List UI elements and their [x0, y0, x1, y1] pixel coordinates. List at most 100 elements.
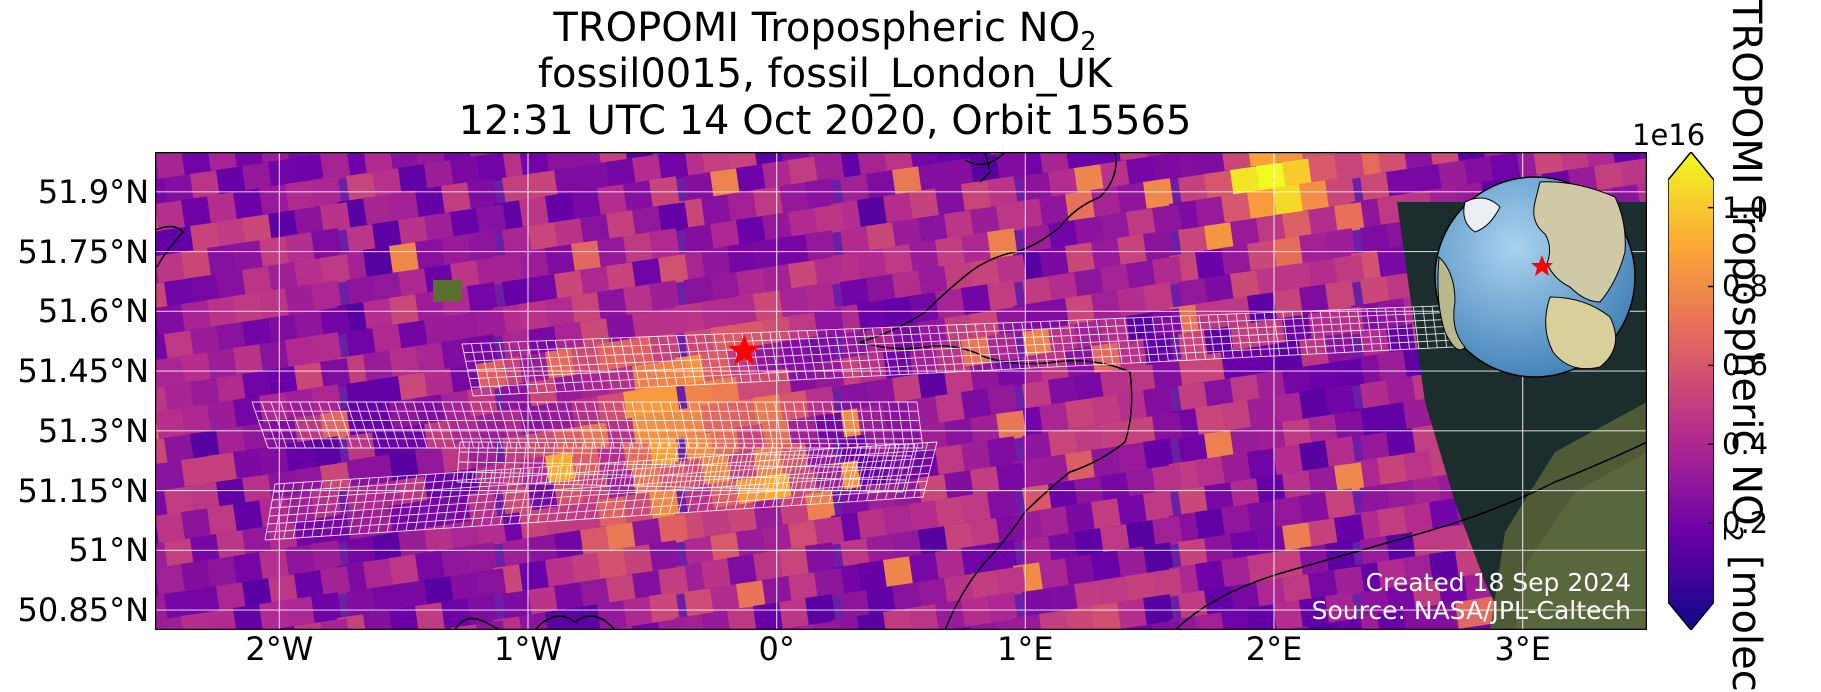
- no2-pixel: [155, 304, 186, 335]
- no2-pixel: [268, 574, 299, 605]
- swath-line: [508, 401, 522, 449]
- no2-pixel: [1282, 366, 1313, 397]
- no2-pixel: [181, 352, 212, 383]
- source-credit: Source: NASA/JPL-Caltech: [1311, 596, 1631, 625]
- swath-line: [457, 471, 907, 481]
- no2-pixel: [1386, 532, 1417, 563]
- no2-pixel: [727, 242, 758, 273]
- swath-line: [774, 401, 784, 449]
- no2-pixel: [753, 550, 784, 581]
- no2-pixel: [441, 338, 472, 369]
- no2-pixel: [519, 508, 550, 539]
- no2-pixel: [259, 600, 290, 630]
- no2-pixel: [1386, 584, 1417, 615]
- swath-grid: [456, 441, 916, 493]
- no2-pixel: [1437, 576, 1469, 607]
- no2-pixel: [1195, 404, 1226, 435]
- no2-pixel: [1039, 610, 1070, 630]
- no2-pixel: [268, 366, 299, 397]
- no2-pixel: [632, 258, 663, 289]
- no2-pixel: [441, 598, 472, 629]
- no2-pixel: [1204, 170, 1235, 201]
- no2-pixel: [1299, 284, 1330, 315]
- no2-pixel: [1126, 208, 1157, 239]
- no2-pixel: [1195, 456, 1226, 487]
- no2-pixel: [346, 276, 377, 307]
- no2-pixel: [1117, 390, 1148, 421]
- no2-pixel: [1360, 432, 1391, 463]
- no2-pixel: [944, 262, 975, 293]
- no2-pixel: [788, 260, 819, 291]
- no2-pixel: [597, 496, 628, 527]
- no2-pixel: [987, 540, 1018, 571]
- no2-pixel: [753, 602, 784, 630]
- swath-line: [793, 401, 802, 449]
- no2-pixel: [1100, 264, 1131, 295]
- no2-pixel: [1065, 502, 1096, 533]
- no2-pixel: [701, 246, 732, 277]
- no2-pixel: [155, 512, 186, 543]
- no2-pixel: [284, 180, 316, 211]
- no2-pixel: [190, 430, 221, 461]
- swath-line: [489, 401, 503, 449]
- no2-pixel: [164, 330, 195, 361]
- no2-pixel: [658, 306, 689, 337]
- no2-pixel: [1333, 254, 1365, 285]
- no2-pixel: [892, 530, 923, 561]
- no2-pixel: [1585, 152, 1616, 167]
- no2-pixel: [805, 178, 836, 209]
- swath-footprints: [251, 303, 1494, 541]
- no2-pixel: [259, 392, 290, 423]
- no2-pixel: [1324, 592, 1356, 623]
- no2-pixel: [1039, 194, 1070, 225]
- no2-pixel: [580, 578, 611, 609]
- no2-pixel: [528, 274, 559, 305]
- no2-pixel: [216, 478, 247, 509]
- no2-pixel: [710, 584, 741, 615]
- no2-pixel: [1152, 256, 1183, 287]
- no2-pixel: [1256, 526, 1287, 557]
- no2-pixel: [268, 262, 299, 293]
- no2-pixel: [892, 582, 923, 613]
- no2-pixel: [649, 540, 680, 571]
- no2-pixel: [207, 348, 238, 379]
- no2-pixel: [1074, 528, 1105, 559]
- swath-line: [289, 401, 306, 449]
- no2-pixel: [1429, 550, 1460, 581]
- no2-pixel: [1074, 476, 1105, 507]
- no2-pixel: [1178, 538, 1209, 569]
- no2-pixel: [1065, 294, 1096, 325]
- swath-line: [907, 401, 915, 449]
- no2-pixel: [1091, 602, 1122, 630]
- no2-pixel: [285, 492, 316, 523]
- swath-line: [555, 465, 569, 522]
- no2-pixel: [918, 162, 949, 193]
- no2-pixel: [164, 486, 195, 517]
- swath-line: [264, 496, 924, 541]
- no2-pixel: [519, 248, 550, 279]
- no2-pixel: [996, 202, 1027, 233]
- no2-pixel: [1308, 362, 1339, 393]
- swath-line: [251, 401, 269, 449]
- no2-pixel: [996, 254, 1027, 285]
- no2-pixel: [1065, 152, 1096, 169]
- no2-pixel: [1048, 220, 1079, 251]
- no2-pixel: [970, 570, 1001, 601]
- no2-pixel: [1376, 610, 1408, 630]
- no2-pixel: [710, 532, 741, 563]
- no2-pixel: [1230, 530, 1261, 561]
- no2-pixel: [1100, 368, 1131, 399]
- no2-pixel: [1048, 480, 1079, 511]
- no2-pixel: [710, 220, 741, 251]
- swath-line: [386, 476, 399, 533]
- no2-pixel: [1100, 524, 1131, 555]
- no2-pixel: [190, 222, 221, 253]
- no2-pixels: [155, 152, 1647, 630]
- no2-pixel: [1282, 210, 1313, 241]
- no2-pixel: [476, 464, 507, 495]
- no2-pixel: [242, 526, 273, 557]
- no2-pixel: [554, 322, 585, 353]
- green-patch: [433, 280, 461, 302]
- no2-pixel: [814, 516, 845, 547]
- no2-pixel: [1091, 152, 1122, 165]
